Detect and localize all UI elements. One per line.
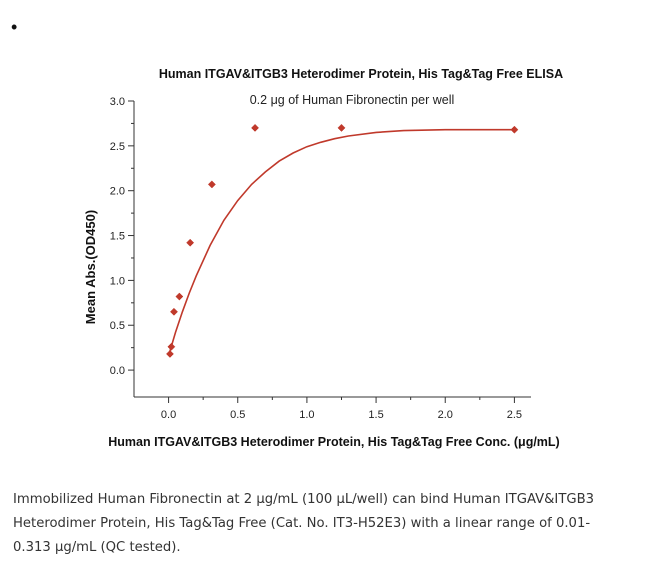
caption-line: Heterodimer Protein, His Tag&Tag Free (C… xyxy=(13,516,591,531)
x-axis-label: Human ITGAV&ITGB3 Heterodimer Protein, H… xyxy=(108,435,559,449)
y-tick-label: 3.0 xyxy=(110,96,125,108)
y-tick-label: 2.5 xyxy=(110,141,125,153)
data-point xyxy=(170,307,178,316)
x-tick-label: 1.5 xyxy=(368,409,383,421)
fit-curve xyxy=(167,128,515,356)
axes: 0.0 0.5 1.0 1.5 2.0 2.5 3.0 0.0 0.5 1.0 1.5 2.0 2.5 xyxy=(110,96,531,421)
data-point xyxy=(166,349,174,358)
elisa-chart: Human ITGAV&ITGB3 Heterodimer Protein, H… xyxy=(83,67,563,449)
y-tick-label: 2.0 xyxy=(110,186,125,198)
caption-line: 0.313 μg/mL (QC tested). xyxy=(13,540,181,555)
data-point xyxy=(186,238,195,247)
caption-line: Immobilized Human Fibronectin at 2 μg/mL… xyxy=(13,492,595,507)
x-tick-label: 0.5 xyxy=(230,409,245,421)
data-point xyxy=(167,342,176,351)
data-points xyxy=(166,123,519,358)
fit-curve-layer xyxy=(167,128,515,356)
x-tick-label: 0.0 xyxy=(161,409,176,421)
chart-subtitle: 0.2 μg of Human Fibronectin per well xyxy=(250,93,455,107)
y-tick-label: 0.0 xyxy=(110,365,125,377)
data-point xyxy=(251,123,259,132)
data-point xyxy=(175,292,184,301)
y-axis-label: Mean Abs.(OD450) xyxy=(83,210,98,324)
y-tick-label: 1.5 xyxy=(110,231,125,243)
data-point xyxy=(510,125,519,134)
x-tick-label: 2.0 xyxy=(438,409,453,421)
bullet-mark: • xyxy=(11,17,18,37)
data-point xyxy=(207,180,216,189)
x-tick-label: 2.5 xyxy=(507,409,522,421)
data-point xyxy=(337,123,346,132)
chart-title: Human ITGAV&ITGB3 Heterodimer Protein, H… xyxy=(159,67,563,81)
y-tick-label: 0.5 xyxy=(110,320,125,332)
x-tick-label: 1.0 xyxy=(299,409,314,421)
y-tick-label: 1.0 xyxy=(110,275,125,287)
figure-caption: Immobilized Human Fibronectin at 2 μg/mL… xyxy=(13,488,637,560)
